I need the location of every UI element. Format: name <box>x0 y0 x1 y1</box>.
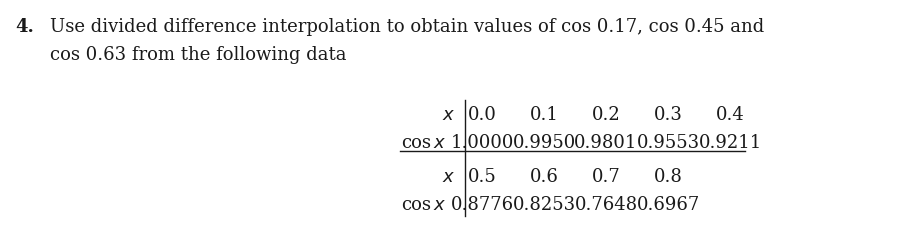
Text: cos: cos <box>401 134 431 152</box>
Text: 4.: 4. <box>15 18 34 36</box>
Text: 0.7: 0.7 <box>592 168 621 186</box>
Text: 0.9950: 0.9950 <box>512 134 575 152</box>
Text: 0.9801: 0.9801 <box>575 134 638 152</box>
Text: 0.6967: 0.6967 <box>637 196 700 214</box>
Text: 0.3: 0.3 <box>654 106 683 124</box>
Text: Use divided difference interpolation to obtain values of cos 0.17, cos 0.45 and: Use divided difference interpolation to … <box>50 18 764 36</box>
Text: 0.7648: 0.7648 <box>575 196 638 214</box>
Text: $x$: $x$ <box>433 134 446 152</box>
Text: cos: cos <box>401 196 431 214</box>
Text: 0.8253: 0.8253 <box>512 196 575 214</box>
Text: 0.8: 0.8 <box>654 168 683 186</box>
Text: $x$: $x$ <box>433 196 446 214</box>
Text: cos 0.63 from the following data: cos 0.63 from the following data <box>50 46 346 64</box>
Text: 0.0: 0.0 <box>467 106 496 124</box>
Text: 1.0000: 1.0000 <box>450 134 513 152</box>
Text: $x$: $x$ <box>442 168 455 186</box>
Text: 0.9553: 0.9553 <box>637 134 700 152</box>
Text: $x$: $x$ <box>442 106 455 124</box>
Text: 0.8776: 0.8776 <box>450 196 513 214</box>
Text: 0.1: 0.1 <box>529 106 558 124</box>
Text: 0.5: 0.5 <box>467 168 496 186</box>
Text: 0.6: 0.6 <box>529 168 558 186</box>
Text: 0.4: 0.4 <box>715 106 744 124</box>
Text: 0.9211: 0.9211 <box>698 134 761 152</box>
Text: 0.2: 0.2 <box>592 106 621 124</box>
